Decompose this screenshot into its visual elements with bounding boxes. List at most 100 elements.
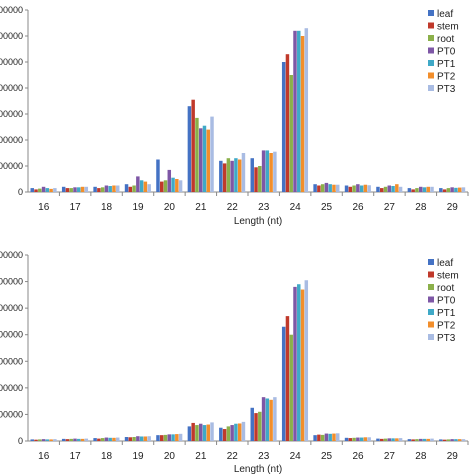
x-tick-label: 22 xyxy=(227,202,239,213)
bar xyxy=(344,185,349,192)
bar xyxy=(281,62,286,192)
bar xyxy=(454,439,458,441)
bar xyxy=(285,54,290,193)
bar xyxy=(45,439,50,441)
y-tick-label: 00000 xyxy=(0,330,23,340)
bar xyxy=(80,186,85,192)
legend-swatch xyxy=(428,284,434,290)
bar xyxy=(313,435,317,441)
bar xyxy=(191,99,195,192)
y-tick-label: 00000 xyxy=(0,135,23,145)
bar xyxy=(300,36,305,192)
bar xyxy=(116,185,120,192)
bar xyxy=(395,184,399,192)
bar xyxy=(297,30,301,192)
bar xyxy=(324,182,329,192)
bar xyxy=(265,398,270,441)
x-tick-label: 23 xyxy=(258,202,270,213)
bar xyxy=(328,184,332,192)
bar xyxy=(163,180,168,192)
bar xyxy=(450,439,454,441)
bar xyxy=(344,437,349,441)
legend-swatch xyxy=(428,10,434,16)
x-tick-label: 24 xyxy=(290,451,302,462)
bar xyxy=(415,188,419,192)
bar xyxy=(289,75,293,192)
x-tick-label: 18 xyxy=(101,202,113,213)
y-tick-label: 00000 xyxy=(0,409,23,419)
bar xyxy=(178,180,183,192)
bar xyxy=(206,424,210,441)
bar xyxy=(261,397,266,441)
x-tick-label: 19 xyxy=(132,202,144,213)
bar xyxy=(442,439,447,441)
bar xyxy=(387,438,392,441)
legend-label: PT3 xyxy=(437,84,456,95)
bar xyxy=(320,434,325,441)
bar xyxy=(254,167,258,192)
bar xyxy=(332,433,336,441)
bar xyxy=(356,437,360,441)
x-tick-label: 25 xyxy=(321,202,333,213)
bar xyxy=(317,434,321,441)
bar xyxy=(104,185,109,192)
bar xyxy=(446,188,451,192)
y-tick-label: 00000 xyxy=(0,303,23,313)
bar xyxy=(38,188,42,192)
x-tick-label: 23 xyxy=(258,451,270,462)
bar xyxy=(380,438,384,441)
x-tick-label: 25 xyxy=(321,451,333,462)
bar xyxy=(426,186,430,192)
legend-label: PT3 xyxy=(437,333,456,344)
bar xyxy=(49,188,53,192)
bar xyxy=(77,187,81,192)
bar xyxy=(73,187,77,192)
bar xyxy=(30,188,34,192)
bar xyxy=(304,28,309,193)
x-tick-label: 19 xyxy=(132,451,144,462)
bar xyxy=(395,438,399,441)
x-tick-label: 24 xyxy=(290,202,302,213)
bar xyxy=(352,437,356,441)
y-tick-label: 0 xyxy=(18,436,23,446)
bar xyxy=(30,439,34,441)
bar xyxy=(422,438,427,441)
y-tick-label: 0 xyxy=(18,187,23,197)
bar xyxy=(112,437,116,441)
bar xyxy=(139,180,144,192)
y-tick-label: 00000 xyxy=(0,57,23,67)
bar xyxy=(367,185,371,192)
bar xyxy=(61,186,66,192)
bar xyxy=(97,188,101,192)
legend-label: PT0 xyxy=(437,296,456,307)
legend-swatch xyxy=(428,296,434,303)
bar xyxy=(289,334,293,441)
bar xyxy=(143,436,148,441)
bar xyxy=(160,435,164,441)
x-tick-label: 28 xyxy=(415,451,427,462)
bar xyxy=(457,187,462,192)
bar xyxy=(418,438,423,441)
bar xyxy=(104,437,109,441)
bar xyxy=(136,436,140,441)
bar xyxy=(348,438,353,441)
bar xyxy=(202,125,207,192)
bar xyxy=(439,439,443,441)
bar xyxy=(430,438,434,441)
bar xyxy=(143,181,148,192)
legend-swatch xyxy=(428,321,434,328)
bar xyxy=(446,439,451,441)
bar xyxy=(234,423,238,441)
bar xyxy=(422,187,427,192)
x-tick-label: 29 xyxy=(447,451,459,462)
bar xyxy=(65,188,70,192)
bar xyxy=(93,186,97,192)
x-tick-label: 27 xyxy=(384,202,396,213)
bar xyxy=(241,153,246,192)
bar xyxy=(222,163,227,192)
bar xyxy=(313,184,317,192)
bar xyxy=(53,188,57,192)
y-tick-label: 00000 xyxy=(0,83,23,93)
bar xyxy=(97,438,101,441)
